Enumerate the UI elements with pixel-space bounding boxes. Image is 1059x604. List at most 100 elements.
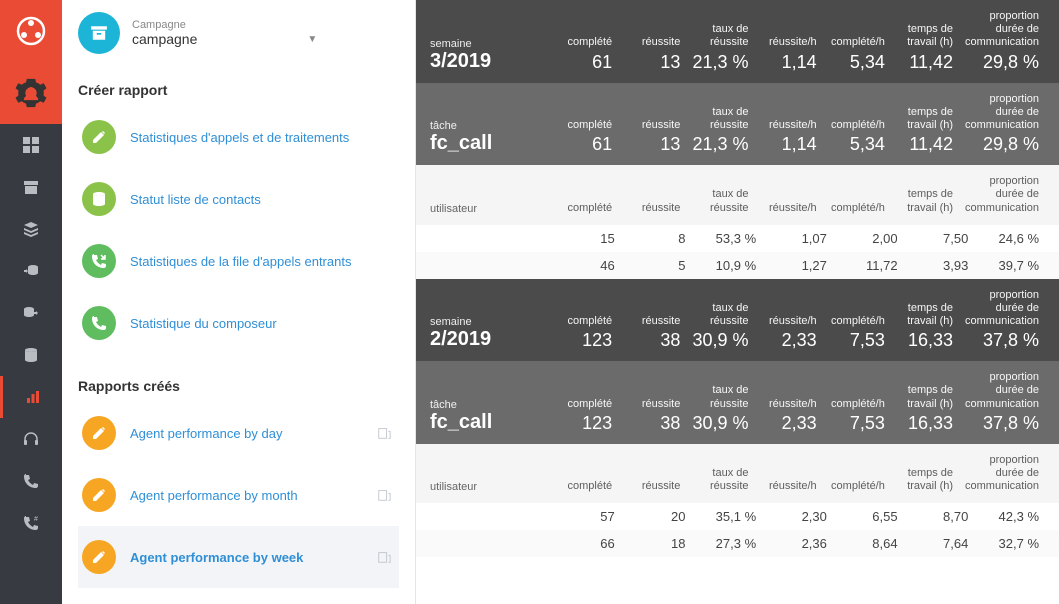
week-header-row: semaine2/2019complété123réussite38taux d… — [416, 279, 1059, 362]
report-content: semaine3/2019 complété 61 réussite13 taux de… — [416, 0, 1059, 604]
create-report-item[interactable]: Statistiques d'appels et de traitements — [78, 106, 399, 168]
metric-value: 8 — [627, 231, 686, 246]
metric-header: réussite — [624, 202, 680, 215]
database-icon — [82, 182, 116, 216]
created-report-label: Agent performance by week — [130, 550, 303, 565]
metric-value: 21,3 % — [692, 134, 748, 155]
user-label: utilisateur — [430, 203, 550, 215]
pencil-icon — [82, 416, 116, 450]
rail-stats-icon[interactable] — [0, 376, 62, 418]
metric-value: 1,14 — [761, 134, 817, 155]
metric-value: 61 — [556, 52, 612, 73]
rail-export-icon[interactable] — [0, 292, 62, 334]
metric-header: taux de réussite — [692, 467, 748, 493]
archive-icon — [78, 12, 120, 54]
metric-col: proportion durée de communication37,8 % — [959, 371, 1045, 434]
task-value: fc_call — [430, 411, 550, 434]
created-report-item[interactable]: Agent performance by week — [78, 526, 399, 588]
metric-header: complété/h — [829, 398, 885, 411]
metric-col: taux de réussite30,9 % — [686, 289, 754, 352]
user-label: utilisateur — [430, 481, 550, 493]
week-value: 3/2019 — [430, 50, 550, 73]
metric-value: 6,55 — [839, 509, 898, 524]
pencil-icon — [82, 540, 116, 574]
create-report-item[interactable]: Statistique du composeur — [78, 292, 399, 354]
metric-value: 8,70 — [910, 509, 969, 524]
rail-dialer-icon[interactable]: # — [0, 502, 62, 544]
export-icon[interactable] — [377, 426, 391, 440]
metric-value: 2,33 — [761, 330, 817, 351]
rail-archive-icon[interactable] — [0, 166, 62, 208]
metric-value: 30,9 % — [692, 330, 748, 351]
pencil-icon — [82, 120, 116, 154]
metric-header: complété/h — [829, 315, 885, 328]
campaign-selector[interactable]: Campagne campagne ▼ — [62, 0, 415, 66]
metric-header: temps de travail (h) — [897, 23, 953, 49]
task-value: fc_call — [430, 132, 550, 155]
user-header-row: utilisateurcomplétéréussitetaux de réuss… — [416, 165, 1059, 225]
metric-value: 2,33 — [761, 413, 817, 434]
metric-value: 37,8 % — [965, 330, 1039, 351]
created-report-item[interactable]: Agent performance by day — [78, 402, 399, 464]
pencil-icon — [82, 478, 116, 512]
metric-header: complété/h — [829, 36, 885, 49]
metric-value: 42,3 % — [980, 509, 1039, 524]
phone-in-icon — [82, 244, 116, 278]
metric-value: 18 — [627, 536, 686, 551]
created-report-item[interactable]: Agent performance by month — [78, 464, 399, 526]
user-data-row: 572035,1 %2,306,558,7042,3 % — [416, 503, 1059, 530]
metric-header: taux de réussite — [692, 384, 748, 410]
metric-header: proportion durée de communication — [965, 93, 1039, 133]
create-report-label: Statut liste de contacts — [130, 192, 261, 207]
user-header-row: utilisateurcomplétéréussitetaux de réuss… — [416, 444, 1059, 504]
metric-col: proportion durée de communication29,8 % — [959, 10, 1045, 73]
metric-value: 10,9 % — [697, 258, 756, 273]
task-label: tâche — [430, 120, 550, 132]
metric-header: complété/h — [829, 480, 885, 493]
create-report-label: Statistique du composeur — [130, 316, 277, 331]
metric-header: complété — [556, 315, 612, 328]
metric-value: 1,14 — [761, 52, 817, 73]
metric-value: 38 — [624, 330, 680, 351]
metric-header: réussite/h — [761, 36, 817, 49]
metric-value: 15 — [556, 231, 615, 246]
metric-col: complété 61 — [550, 10, 618, 73]
chevron-down-icon: ▼ — [307, 34, 317, 45]
rail-database-icon[interactable] — [0, 334, 62, 376]
create-report-item[interactable]: Statut liste de contacts — [78, 168, 399, 230]
metric-header: réussite/h — [761, 398, 817, 411]
rail-layers-icon[interactable] — [0, 208, 62, 250]
metric-header: complété — [556, 202, 612, 215]
metric-value: 123 — [556, 330, 612, 351]
metric-header: taux de réussite — [692, 106, 748, 132]
export-icon[interactable] — [377, 550, 391, 564]
rail-gear-icon[interactable] — [0, 62, 62, 124]
metric-col: complété/h7,53 — [823, 289, 891, 352]
create-report-item[interactable]: Statistiques de la file d'appels entrant… — [78, 230, 399, 292]
rail-headset-icon[interactable] — [0, 418, 62, 460]
metric-value: 2,36 — [768, 536, 827, 551]
metric-value: 16,33 — [897, 413, 953, 434]
metric-value: 37,8 % — [965, 413, 1039, 434]
rail-import-icon[interactable] — [0, 250, 62, 292]
campaign-label: Campagne — [132, 19, 317, 31]
metric-header: réussite — [624, 119, 680, 132]
metric-value: 1,27 — [768, 258, 827, 273]
metric-header: proportion durée de communication — [965, 10, 1039, 50]
metric-header: complété — [556, 36, 612, 49]
metric-header: temps de travail (h) — [897, 302, 953, 328]
metric-header: proportion durée de communication — [965, 371, 1039, 411]
metric-value: 21,3 % — [692, 52, 748, 73]
metric-value: 1,07 — [768, 231, 827, 246]
rail-phone-icon[interactable] — [0, 460, 62, 502]
metric-value: 16,33 — [897, 330, 953, 351]
metric-value: 38 — [624, 413, 680, 434]
metric-value: 7,53 — [829, 413, 885, 434]
metric-col: réussite13 — [618, 10, 686, 73]
metric-header: temps de travail (h) — [897, 106, 953, 132]
rail-dashboard-icon[interactable] — [0, 124, 62, 166]
metric-value: 29,8 % — [965, 52, 1039, 73]
export-icon[interactable] — [377, 488, 391, 502]
week-label: semaine — [430, 38, 550, 50]
user-name — [430, 258, 550, 273]
